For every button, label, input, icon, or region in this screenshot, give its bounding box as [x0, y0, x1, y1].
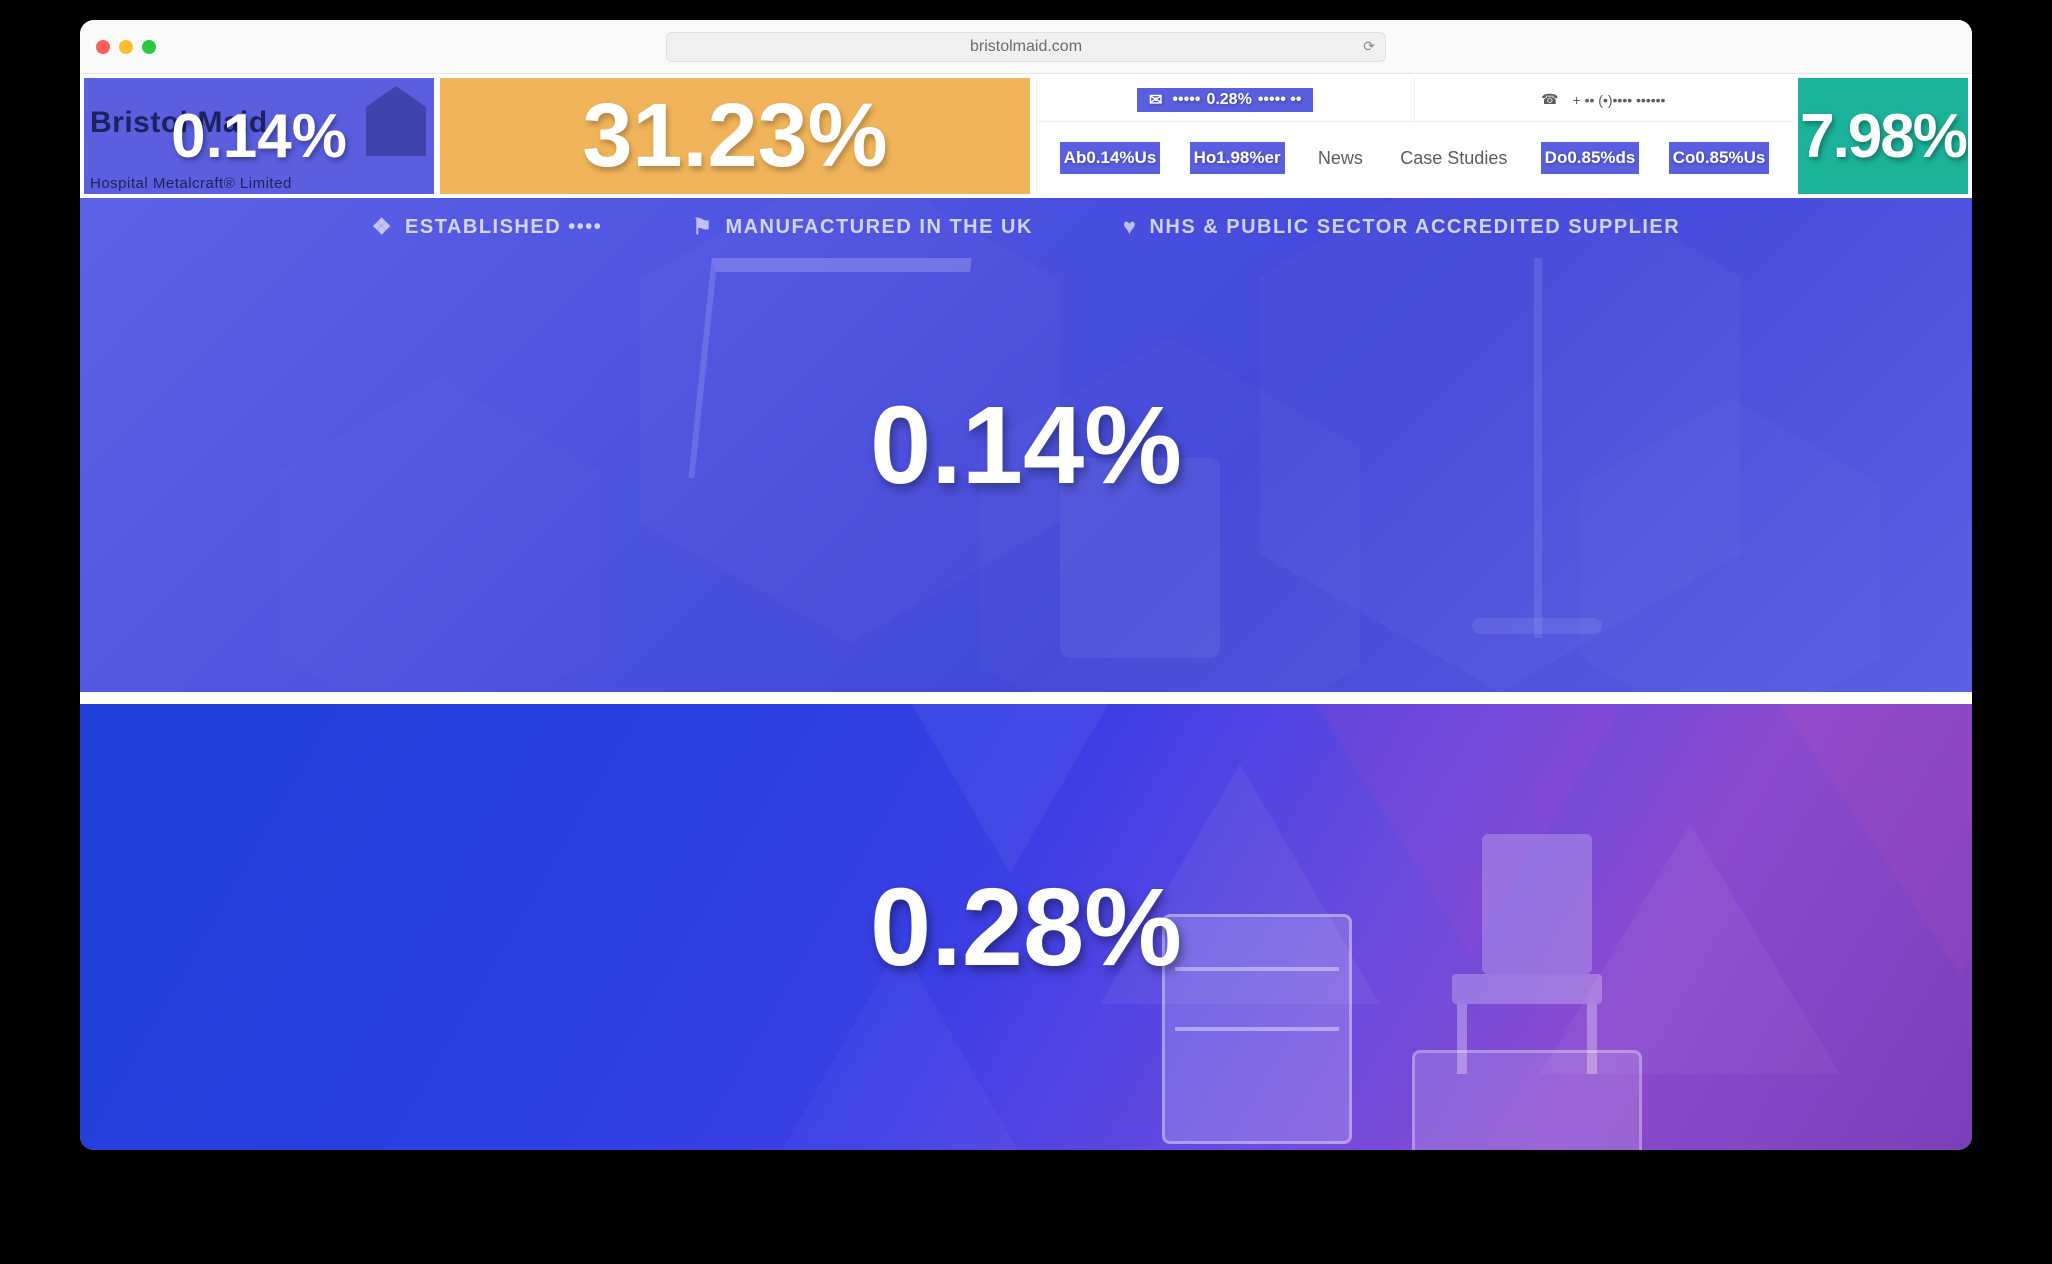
address-bar[interactable]: bristolmaid.com ⟳	[666, 32, 1386, 62]
search-area[interactable]: 31.23%	[440, 78, 1030, 194]
nav-item-about-us[interactable]: Ab0.14%Us	[1060, 142, 1161, 174]
nav-item-downloads[interactable]: Do0.85%ds	[1541, 142, 1640, 174]
hexagon-shape	[280, 378, 600, 692]
heatmap-pct-email: 0.28%	[1206, 91, 1251, 109]
reload-icon[interactable]: ⟳	[1363, 38, 1375, 55]
product-trolley-icon	[1162, 914, 1352, 1144]
page-viewport: Bristol Maid Hospital Metalcraft® Limite…	[80, 74, 1972, 1150]
flag-icon: ⚑	[692, 214, 713, 240]
person-icon: ❖	[372, 214, 393, 240]
window-minimize-icon[interactable]	[119, 40, 133, 54]
logo-mark-icon	[366, 86, 426, 156]
phone-icon	[1541, 91, 1564, 108]
nav-item-contact-us[interactable]: Co0.85%Us	[1669, 142, 1770, 174]
product-chair-icon	[1442, 834, 1612, 1064]
triangle-shape	[900, 698, 1120, 874]
nav-item-how-to-order[interactable]: Ho1.98%er	[1190, 142, 1285, 174]
header-right: ••••• 0.28% ••••• •• + •• (•)•••• ••••••…	[1036, 78, 1792, 194]
heatmap-pct-logo: 0.14%	[171, 101, 347, 172]
email-link[interactable]: ••••• 0.28% ••••• ••	[1037, 78, 1415, 121]
mail-icon	[1149, 90, 1166, 110]
contact-strip: ••••• 0.28% ••••• •• + •• (•)•••• ••••••	[1037, 78, 1792, 122]
logo-subtitle: Hospital Metalcraft® Limited	[90, 175, 292, 192]
site-header: Bristol Maid Hospital Metalcraft® Limite…	[80, 74, 1972, 194]
header-cta[interactable]: 7.98%	[1798, 78, 1968, 194]
phone-number: + •• (•)•••• ••••••	[1573, 92, 1666, 108]
window-zoom-icon[interactable]	[142, 40, 156, 54]
browser-window: bristolmaid.com ⟳ Bristol Maid Hospital …	[80, 20, 1972, 1150]
hero-panel-2[interactable]: 0.28%	[80, 698, 1972, 1150]
heatmap-pct-search: 31.23%	[582, 85, 887, 188]
nav-item-news[interactable]: News	[1314, 142, 1367, 175]
address-url: bristolmaid.com	[970, 38, 1082, 56]
hero-panel-1[interactable]: 0.14%	[80, 198, 1972, 692]
heatmap-pct-hero1: 0.14%	[870, 382, 1182, 509]
nav-item-case-studies[interactable]: Case Studies	[1396, 142, 1511, 175]
trust-nhs: ♥ NHS & PUBLIC SECTOR ACCREDITED SUPPLIE…	[1123, 214, 1680, 240]
trust-established: ❖ ESTABLISHED ••••	[372, 214, 602, 240]
primary-nav: Ab0.14%Us Ho1.98%er News Case Studies Do0.85…	[1037, 122, 1792, 194]
heatmap-pct-cta: 7.98%	[1800, 101, 1966, 172]
browser-chrome: bristolmaid.com ⟳	[80, 20, 1972, 74]
logo[interactable]: Bristol Maid Hospital Metalcraft® Limite…	[84, 78, 434, 194]
phone-link[interactable]: + •• (•)•••• ••••••	[1415, 78, 1793, 121]
trust-bar: ❖ ESTABLISHED •••• ⚑ MANUFACTURED IN THE…	[80, 198, 1972, 256]
window-close-icon[interactable]	[96, 40, 110, 54]
product-iv-base-icon	[1472, 618, 1602, 634]
heart-icon: ♥	[1123, 214, 1138, 240]
trust-uk: ⚑ MANUFACTURED IN THE UK	[692, 214, 1033, 240]
heatmap-pct-hero2: 0.28%	[870, 864, 1182, 991]
product-cart-low-icon	[1412, 1050, 1642, 1150]
product-iv-pole-icon	[1534, 258, 1542, 638]
